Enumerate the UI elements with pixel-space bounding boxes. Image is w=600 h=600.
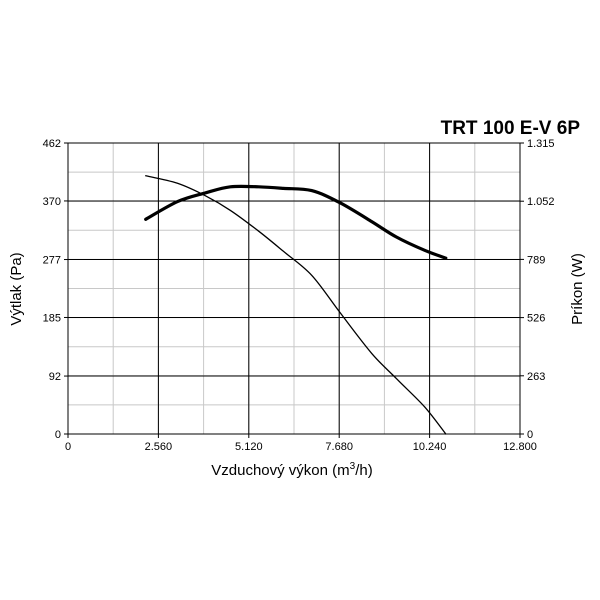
plot-frame — [67, 142, 521, 435]
chart-title: TRT 100 E-V 6P — [441, 118, 581, 139]
x-tick-label: 5.120 — [235, 441, 263, 453]
y-tick-label: 277 — [43, 255, 61, 267]
y2-tick-label: 1.052 — [527, 196, 555, 208]
power-curve-line — [144, 184, 448, 260]
y2-tick-label: 526 — [527, 313, 545, 325]
x-tick-label: 0 — [65, 441, 71, 453]
series-layer — [144, 175, 448, 435]
x-axis-label-suffix: /h) — [355, 462, 373, 479]
x-axis-label-text: Vzduchový výkon (m — [211, 462, 349, 479]
x-tick-label: 7.680 — [325, 441, 353, 453]
y2-tick-label: 263 — [527, 371, 545, 383]
x-axis-label-superscript: 3 — [350, 461, 356, 472]
y2-tick-label: 0 — [527, 429, 533, 441]
y2-tick-label: 789 — [527, 254, 545, 266]
minor-grid — [68, 143, 520, 434]
y-tick-label: 92 — [49, 371, 61, 383]
y-tick-label: 0 — [55, 429, 61, 441]
pressure-curve-line — [145, 175, 447, 435]
y-tick-label: 185 — [43, 312, 61, 324]
y2-tick-label: 1.315 — [527, 138, 555, 150]
x-tick-label: 10.240 — [413, 441, 447, 453]
x-tick-label: 2.560 — [145, 441, 173, 453]
x-axis-label: Vzduchový výkon (m3/h) — [211, 461, 372, 479]
y-axis-label: Výtlak (Pa) — [8, 252, 25, 325]
y-tick-label: 370 — [43, 196, 61, 208]
y2-axis-label: Príkon (W) — [569, 253, 586, 325]
tick-layer: 0 2.560 5.120 7.680 10.240 12.800092185277370… — [43, 138, 555, 453]
y-tick-label: 462 — [43, 138, 61, 150]
x-tick-label: 12.800 — [503, 441, 537, 453]
